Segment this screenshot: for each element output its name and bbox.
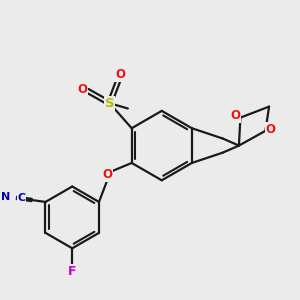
Text: O: O: [230, 109, 240, 122]
Text: O: O: [77, 83, 87, 96]
Text: N: N: [1, 192, 10, 202]
Text: O: O: [102, 168, 112, 181]
Text: S: S: [105, 97, 114, 110]
Text: C: C: [17, 193, 26, 203]
Text: F: F: [68, 265, 76, 278]
Text: O: O: [266, 123, 276, 136]
Text: O: O: [115, 68, 125, 82]
